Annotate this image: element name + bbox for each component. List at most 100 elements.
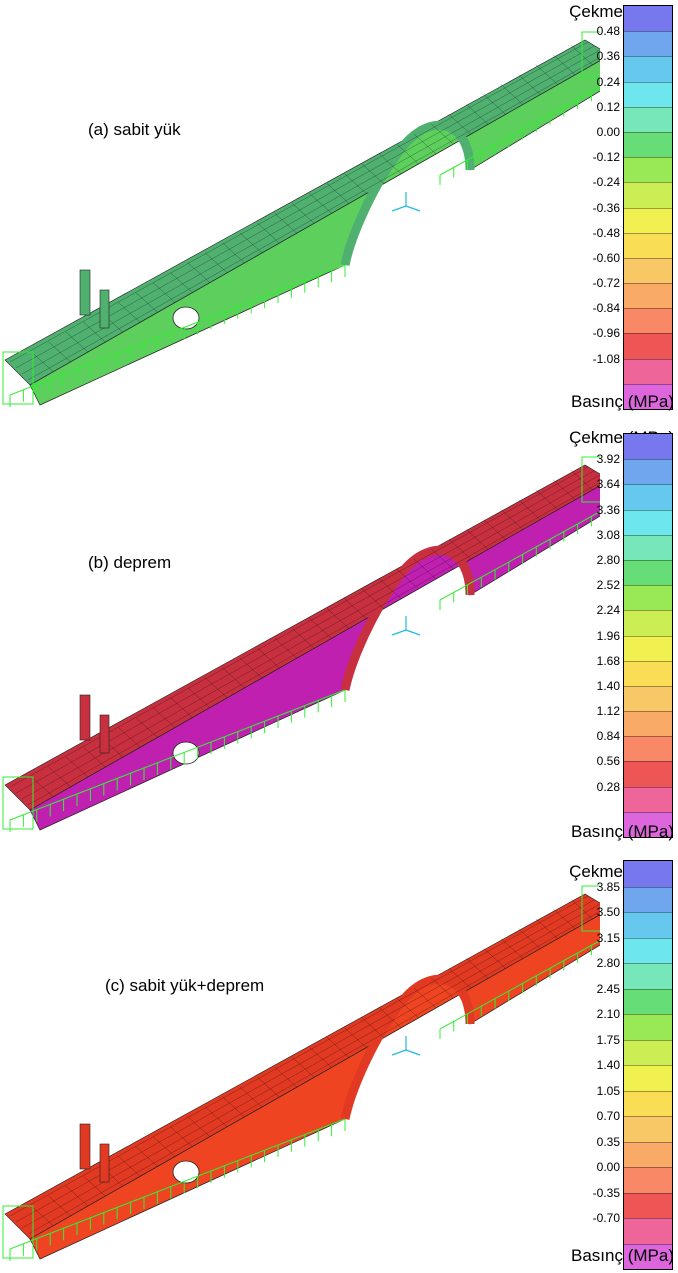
scale-tick-label: 0.12 <box>596 99 620 114</box>
scale-tick-label: 0.00 <box>596 1160 620 1174</box>
scale-swatch <box>624 1218 672 1244</box>
scale-tick-label: 3.85 <box>596 879 620 894</box>
scale-swatch <box>624 509 672 535</box>
scale-tick-label: 2.45 <box>596 981 620 996</box>
scale-swatch <box>624 1065 672 1091</box>
scale-swatch <box>624 257 672 284</box>
case-label: (a) sabit yük <box>88 120 181 139</box>
scale-swatch <box>624 534 672 560</box>
scale-tick-label: 1.68 <box>596 653 620 668</box>
relief-opening <box>172 741 200 765</box>
scale-swatch <box>624 1116 672 1142</box>
scale-tick-label: -0.60 <box>592 250 620 265</box>
compression-title: Basınç (MPa) <box>571 1246 674 1265</box>
scale-swatch <box>624 283 672 309</box>
compression-title: Basınç (MPa) <box>571 822 674 841</box>
scale-swatch <box>624 6 672 32</box>
scale-swatch <box>624 308 672 334</box>
relief-opening <box>172 1160 200 1184</box>
post <box>79 1123 91 1170</box>
scale-tick-label: -0.84 <box>592 301 620 316</box>
end-support <box>581 456 600 503</box>
scale-ticks: 0.48 0.36 0.24 0.12 0.00 -0.12 -0.24 -0.36 -0.48… <box>560 5 620 410</box>
scale-swatch <box>624 736 672 762</box>
bridge-model-b <box>2 456 600 832</box>
scale-swatch <box>624 711 672 737</box>
end-support <box>2 1205 34 1259</box>
panel-b: (b) deprem Çekme (MPa) 3.92 3.64 3.36 3.08 2… <box>0 425 678 850</box>
scale-swatch <box>624 106 672 132</box>
scale-tick-label: -1.08 <box>592 351 620 366</box>
panel-c: (c) sabit yük+deprem Çekme (MPa) 3.85 3.5… <box>0 850 678 1273</box>
scale-swatch <box>624 685 672 712</box>
post <box>79 694 91 741</box>
scale-tick-label: 1.96 <box>596 628 620 643</box>
scale-swatch <box>624 484 672 510</box>
scale-tick-label: -0.70 <box>592 1211 620 1225</box>
scale-swatch <box>624 1167 672 1193</box>
scale-swatch <box>624 1014 672 1040</box>
scale-swatch <box>624 333 672 359</box>
post <box>99 714 110 754</box>
scale-swatch <box>624 635 672 661</box>
support-restraints <box>2 456 600 832</box>
scale-tick-label: 0.28 <box>596 779 620 794</box>
axis-triad <box>391 616 421 636</box>
scale-swatch <box>624 786 672 812</box>
scale-tick-label: 1.40 <box>596 678 620 693</box>
scale-swatch <box>624 559 672 586</box>
scale-swatch <box>624 358 672 384</box>
scale-tick-label: 2.80 <box>596 552 620 567</box>
scale-tick-label: 1.05 <box>596 1083 620 1098</box>
color-scale <box>623 860 673 1270</box>
support-restraints <box>2 31 600 407</box>
scale-tick-label: -0.24 <box>592 175 620 190</box>
end-support <box>581 885 600 932</box>
scale-tick-label: 2.24 <box>596 603 620 618</box>
scale-swatch <box>624 31 672 57</box>
scale-swatch <box>624 886 672 912</box>
scale-swatch <box>624 861 672 887</box>
scale-tick-label: 3.50 <box>596 905 620 919</box>
scale-swatch <box>624 131 672 158</box>
scale-tick-label: 0.35 <box>596 1134 620 1149</box>
scale-tick-label: 3.15 <box>596 930 620 945</box>
relief-opening <box>172 306 200 330</box>
scale-swatch <box>624 1090 672 1116</box>
scale-tick-label: 1.75 <box>596 1032 620 1047</box>
scale-swatch <box>624 81 672 107</box>
color-scale <box>623 433 673 838</box>
post <box>99 289 110 329</box>
scale-swatch <box>624 585 672 611</box>
scale-tick-label: 3.64 <box>596 477 620 492</box>
scale-swatch <box>624 963 672 989</box>
scale-swatch <box>624 811 672 837</box>
scale-swatch <box>624 1243 672 1269</box>
scale-tick-label: 0.48 <box>596 24 620 39</box>
scale-swatch <box>624 1141 672 1167</box>
scale-tick-label: 1.40 <box>596 1058 620 1072</box>
scale-swatch <box>624 988 672 1014</box>
scale-tick-label: -0.12 <box>592 150 620 165</box>
scale-tick-label: 2.52 <box>596 578 620 593</box>
scale-swatch <box>624 157 672 183</box>
scale-tick-label: 3.92 <box>596 452 620 467</box>
case-label: (c) sabit yük+deprem <box>105 976 265 995</box>
scale-tick-label: -0.72 <box>592 276 620 291</box>
scale-ticks: 3.85 3.50 3.15 2.80 2.45 2.10 1.75 1.40 1.05 0.70… <box>560 860 620 1270</box>
end-support <box>2 351 34 405</box>
scale-tick-label: 0.36 <box>596 49 620 64</box>
support-restraints <box>2 885 600 1261</box>
scale-tick-label: 1.12 <box>596 704 620 719</box>
scale-tick-label: 0.70 <box>596 1109 620 1123</box>
scale-ticks: 3.92 3.64 3.36 3.08 2.80 2.52 2.24 1.96 1.68 1.40… <box>560 433 620 838</box>
scale-tick-label: 2.10 <box>596 1007 620 1021</box>
scale-tick-label: 2.80 <box>596 956 620 970</box>
end-support <box>581 31 600 78</box>
bridge-model-a <box>2 31 600 407</box>
panel-a: (a) sabit yük Çekme (MPa) 0.48 0.36 0.24 0.… <box>0 0 678 425</box>
post <box>99 1143 110 1183</box>
scale-swatch <box>624 1192 672 1218</box>
scale-swatch <box>624 459 672 485</box>
case-label: (b) deprem <box>88 553 172 572</box>
